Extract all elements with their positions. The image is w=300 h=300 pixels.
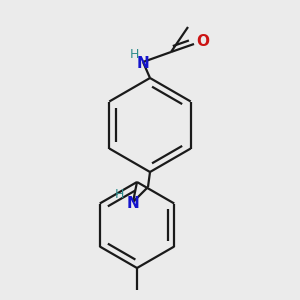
Text: H: H <box>114 188 124 202</box>
Text: H: H <box>129 47 139 61</box>
Text: O: O <box>196 34 209 49</box>
Text: N: N <box>136 56 149 70</box>
Text: N: N <box>127 196 140 211</box>
